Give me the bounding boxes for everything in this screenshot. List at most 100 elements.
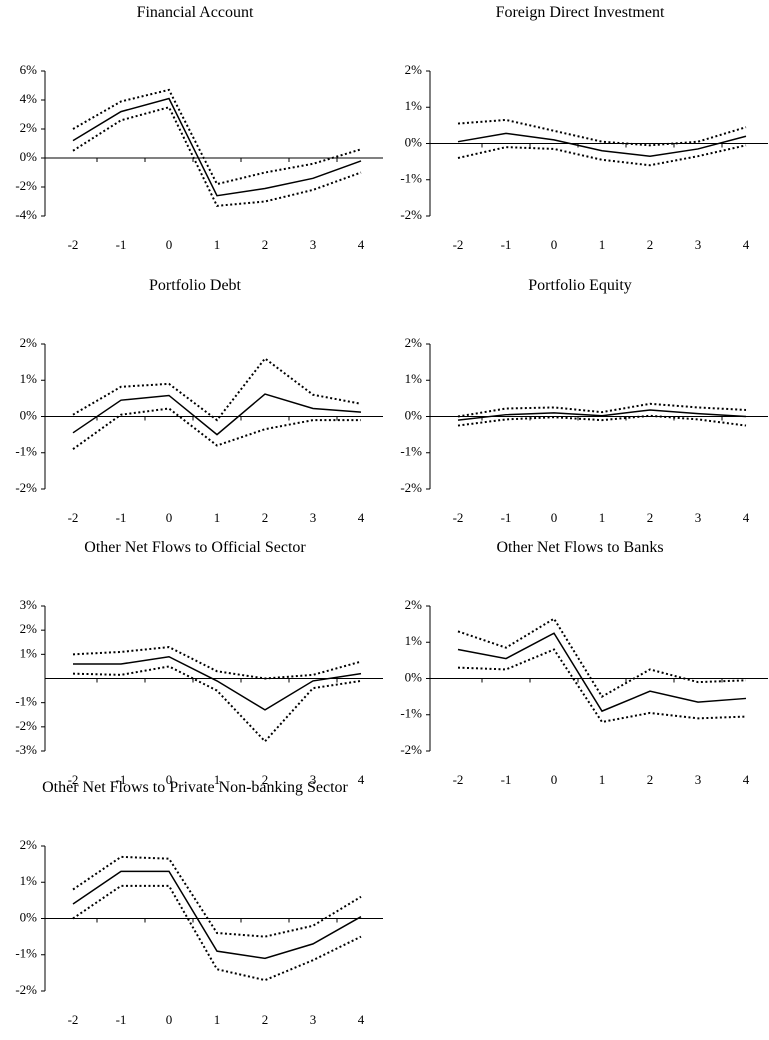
chart-panel: Other Net Flows to Official Sector -3% -2%… [0, 538, 384, 800]
x-tick-label: -1 [501, 510, 512, 525]
x-tick-label: -2 [453, 237, 464, 252]
y-tick-label: 2% [20, 837, 38, 852]
band-line [457, 617, 747, 698]
x-tick-label: -1 [116, 510, 127, 525]
y-tick-label: 0% [20, 407, 38, 422]
x-tick-label: 1 [599, 510, 606, 525]
x-tick-label: 2 [262, 1012, 269, 1027]
x-tick-label: 1 [214, 772, 221, 787]
x-tick-label: -1 [116, 1012, 127, 1027]
y-tick-label: 0% [405, 134, 423, 149]
y-tick-label: 1% [20, 645, 38, 660]
x-tick-label: 2 [262, 510, 269, 525]
y-tick-label: 1% [20, 873, 38, 888]
band-line [72, 88, 362, 186]
chart-title: Other Net Flows to Private Non-banking S… [42, 779, 348, 796]
estimate-line [72, 393, 362, 436]
x-tick-label: 3 [695, 237, 702, 252]
y-tick-label: -1% [15, 946, 37, 961]
x-tick-label: -1 [116, 772, 127, 787]
y-tick-label: -2% [400, 480, 422, 495]
x-tick-label: 4 [743, 772, 750, 787]
band-line [72, 357, 362, 422]
y-tick-label: 0% [405, 669, 423, 684]
chart-panel: Other Net Flows to Private Non-banking S… [0, 778, 384, 1040]
y-tick-label: 0% [20, 909, 38, 924]
y-tick-label: 0% [405, 407, 423, 422]
y-tick-label: -2% [400, 742, 422, 757]
x-tick-label: 4 [358, 772, 365, 787]
x-tick-label: -2 [68, 1012, 79, 1027]
x-tick-label: -2 [453, 510, 464, 525]
y-tick-label: 4% [20, 91, 38, 106]
x-tick-label: -1 [501, 237, 512, 252]
band-line [457, 648, 747, 724]
x-tick-label: 4 [358, 510, 365, 525]
x-tick-label: 4 [358, 1012, 365, 1027]
x-tick-label: 4 [743, 237, 750, 252]
x-tick-label: 0 [551, 237, 558, 252]
chart-title: Other Net Flows to Official Sector [84, 539, 306, 556]
y-tick-label: -1% [400, 706, 422, 721]
x-tick-label: -2 [453, 772, 464, 787]
chart-title: Portfolio Debt [149, 277, 241, 294]
band-line [72, 665, 362, 743]
x-tick-label: 0 [551, 510, 558, 525]
y-tick-label: -1% [15, 444, 37, 459]
x-tick-label: 3 [310, 510, 317, 525]
chart: -3% -2% -1% 1% 2% 3% -2 -1 0 1 2 3 4 [15, 597, 383, 787]
chart-panel: Portfolio Debt -2% -1% 0% 1% 2% -2 -1 0 1 2 3 4 [0, 276, 384, 538]
x-tick-label: 3 [695, 510, 702, 525]
estimate-line [72, 870, 362, 960]
y-tick-label: 1% [405, 371, 423, 386]
y-tick-label: -2% [400, 207, 422, 222]
x-tick-label: 3 [310, 237, 317, 252]
chart-title: Financial Account [136, 4, 254, 21]
x-tick-label: 2 [262, 772, 269, 787]
chart-title: Foreign Direct Investment [495, 4, 665, 21]
x-tick-label: 1 [214, 1012, 221, 1027]
estimate-line [457, 632, 747, 713]
y-tick-label: 2% [20, 335, 38, 350]
estimate-line [72, 97, 362, 197]
x-tick-label: 2 [262, 237, 269, 252]
y-tick-label: 2% [20, 621, 38, 636]
y-tick-label: -2% [15, 480, 37, 495]
y-tick-label: 0% [20, 149, 38, 164]
x-tick-label: -2 [68, 237, 79, 252]
band-line [457, 144, 747, 167]
y-tick-label: 1% [405, 98, 423, 113]
y-tick-label: -4% [15, 207, 37, 222]
x-tick-label: 2 [647, 510, 654, 525]
x-tick-label: 1 [599, 237, 606, 252]
estimate-line [73, 655, 362, 711]
estimate-line [457, 132, 747, 157]
y-tick-label: -1% [400, 171, 422, 186]
x-tick-label: 0 [166, 237, 173, 252]
y-tick-label: 6% [20, 62, 38, 77]
band-line [72, 106, 362, 207]
band-line [72, 855, 362, 938]
chart-title: Other Net Flows to Banks [496, 539, 664, 556]
x-tick-label: -1 [501, 772, 512, 787]
y-tick-label: 2% [405, 597, 423, 612]
chart: -2% -1% 0% 1% 2% -2 -1 0 1 2 3 4 [400, 335, 768, 525]
x-tick-label: 2 [647, 772, 654, 787]
y-tick-label: -2% [15, 718, 37, 733]
y-tick-label: 2% [405, 62, 423, 77]
x-tick-label: 1 [214, 237, 221, 252]
band-line [457, 414, 747, 427]
x-tick-label: -2 [68, 510, 79, 525]
band-line [457, 118, 747, 147]
y-tick-label: 2% [20, 120, 38, 135]
x-tick-label: -1 [116, 237, 127, 252]
x-tick-label: 4 [743, 510, 750, 525]
x-tick-label: 0 [551, 772, 558, 787]
y-tick-label: -1% [400, 444, 422, 459]
chart-panel: Portfolio Equity -2% -1% 0% 1% 2% -2 -1 0 1 2 3 4 [385, 276, 769, 538]
y-tick-label: -3% [15, 742, 37, 757]
band-line [72, 884, 362, 982]
x-tick-label: 3 [695, 772, 702, 787]
x-tick-label: 2 [647, 237, 654, 252]
